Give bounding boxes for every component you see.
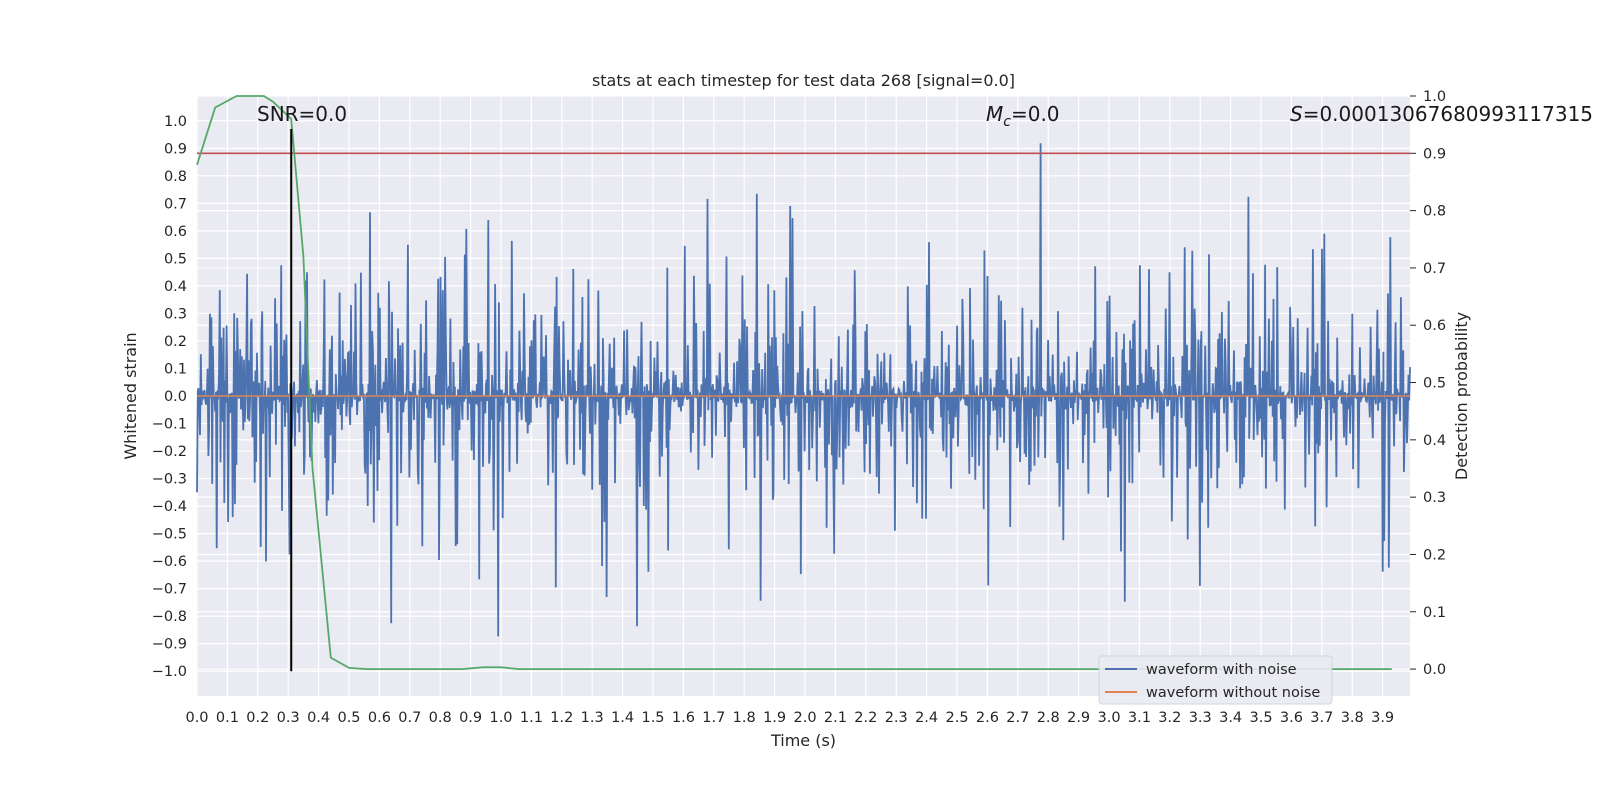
x-tick-label: 1.0 [489,710,512,726]
x-tick-label: 0.2 [246,710,269,726]
x-tick-label: 1.9 [763,710,786,726]
y-tick-label: 0.4 [164,279,187,295]
x-tick-label: 0.9 [459,710,482,726]
legend-label-noise: waveform with noise [1146,662,1297,678]
chirp-mass-symbol: M [986,102,1003,126]
snr-annotation: SNR=0.0 [257,102,347,126]
y-tick-label: 0.3 [164,306,187,322]
s-value: =0.00013067680993117315 [1303,102,1593,126]
y-tick-label: −0.5 [152,527,187,543]
x-tick-label: 0.1 [216,710,239,726]
y2-tick-label: 1.0 [1423,89,1446,105]
y-tick-label: 0.2 [164,334,187,350]
x-tick-label: 2.0 [793,710,816,726]
y-tick-label: −0.3 [152,472,187,488]
y-tick-label: −0.1 [152,417,187,433]
x-tick-label: 3.7 [1310,710,1333,726]
legend-label-clean: waveform without noise [1146,685,1320,701]
y2-tick-label: 0.9 [1423,146,1446,162]
x-tick-label: 3.6 [1280,710,1303,726]
x-tick-label: 3.9 [1371,710,1394,726]
x-tick-label: 3.4 [1219,710,1242,726]
x-tick-label: 3.2 [1158,710,1181,726]
x-axis-label: Time (s) [770,731,836,750]
y-tick-label: 1.0 [164,114,187,130]
x-tick-label: 3.3 [1189,710,1212,726]
y-tick-label: −0.7 [152,582,187,598]
x-tick-label: 2.7 [1006,710,1029,726]
x-tick-label: 0.0 [185,710,208,726]
y-tick-label: −0.2 [152,444,187,460]
y2-axis-label: Detection probability [1452,312,1471,480]
x-tick-label: 2.3 [885,710,908,726]
series-layer [196,95,1411,672]
x-tick-label: 1.8 [733,710,756,726]
s-symbol: S [1290,102,1303,126]
x-tick-label: 3.0 [1097,710,1120,726]
y-axis-label: Whitened strain [121,332,140,459]
x-tick-label: 2.1 [824,710,847,726]
x-tick-label: 1.6 [672,710,695,726]
y2-tick-label: 0.2 [1423,547,1446,563]
y2-tick-label: 0.6 [1423,318,1446,334]
y-tick-label: 0.6 [164,224,187,240]
legend: waveform with noise waveform without noi… [1098,655,1333,705]
x-axis-ticks: 0.0 0.1 0.2 0.3 0.4 0.5 0.6 0.7 0.8 0.9 1.0 1.1 1.2 1… [185,710,1394,726]
y-tick-label: 0.8 [164,169,187,185]
series-detection-probability [196,95,1392,670]
chirp-mass-annotation: Mc=0.0 [986,102,1060,130]
y-tick-label: 0.5 [164,251,187,267]
x-tick-label: 2.4 [915,710,938,726]
x-tick-label: 0.3 [277,710,300,726]
x-tick-label: 1.3 [581,710,604,726]
x-tick-label: 0.7 [398,710,421,726]
chirp-mass-value: =0.0 [1011,102,1060,126]
x-tick-label: 3.1 [1128,710,1151,726]
legend-box [1098,655,1333,705]
x-tick-label: 1.2 [550,710,573,726]
x-tick-label: 0.4 [307,710,330,726]
y-tick-label: −0.6 [152,554,187,570]
y2-tick-label: 0.3 [1423,490,1446,506]
chirp-mass-subscript: c [1003,114,1011,130]
y-tick-label: 0.0 [164,389,187,405]
x-tick-label: 2.2 [854,710,877,726]
x-tick-label: 0.5 [337,710,360,726]
y-tick-label: −1.0 [152,664,187,680]
y-tick-label: −0.4 [152,499,187,515]
y2-tick-label: 0.7 [1423,261,1446,277]
y-axis-ticks: 1.0 0.9 0.8 0.7 0.6 0.5 0.4 0.3 0.2 0.1 0.0 −0.1 −0.… [152,114,187,680]
y2-axis-ticks: 1.0 0.9 0.8 0.7 0.6 0.5 0.4 0.3 0.2 0.1 0.0 [1410,89,1446,678]
x-tick-label: 1.1 [520,710,543,726]
y-tick-label: 0.1 [164,361,187,377]
y-tick-label: −0.8 [152,609,187,625]
x-tick-label: 1.5 [641,710,664,726]
y-tick-label: 0.7 [164,196,187,212]
y2-tick-label: 0.5 [1423,376,1446,392]
y-tick-label: 0.9 [164,141,187,157]
x-tick-label: 2.5 [945,710,968,726]
s-annotation: S=0.00013067680993117315 [1290,102,1593,126]
y-tick-label: −0.9 [152,637,187,653]
x-tick-label: 3.5 [1250,710,1273,726]
x-tick-label: 0.8 [429,710,452,726]
x-tick-label: 1.4 [611,710,634,726]
x-tick-label: 1.7 [702,710,725,726]
x-tick-label: 2.9 [1067,710,1090,726]
y2-tick-label: 0.1 [1423,605,1446,621]
y2-tick-label: 0.4 [1423,433,1446,449]
y2-tick-label: 0.0 [1423,662,1446,678]
x-tick-label: 2.6 [976,710,999,726]
chart-title: stats at each timestep for test data 268… [592,71,1015,90]
y2-tick-label: 0.8 [1423,204,1446,220]
x-tick-label: 3.8 [1341,710,1364,726]
x-tick-label: 2.8 [1037,710,1060,726]
x-tick-label: 0.6 [368,710,391,726]
